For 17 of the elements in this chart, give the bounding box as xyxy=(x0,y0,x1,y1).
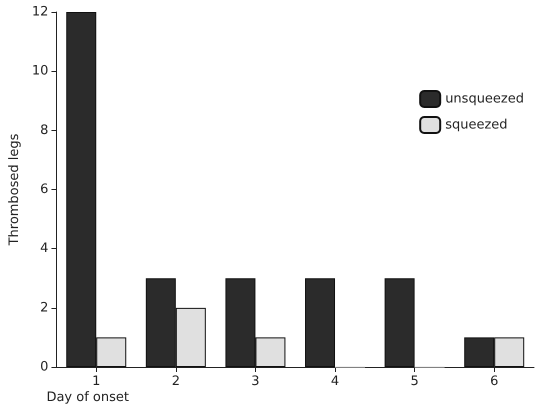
x-tick-label: 3 xyxy=(251,374,260,389)
x-tick-label: 6 xyxy=(490,374,498,389)
y-axis-title: Thrombosed legs xyxy=(7,133,22,246)
y-tick-label: 8 xyxy=(40,122,48,138)
x-tick-label: 1 xyxy=(92,374,100,389)
x-tick-label: 5 xyxy=(410,374,419,389)
y-tick-label: 10 xyxy=(32,64,48,79)
y-tick-label: 0 xyxy=(40,360,48,374)
y-tick-label: 12 xyxy=(32,4,48,20)
legend-label: squeezed xyxy=(445,118,508,132)
y-tick-label: 6 xyxy=(40,182,48,197)
x-tick-label: 4 xyxy=(330,374,340,389)
x-tick-label: 2 xyxy=(172,374,180,389)
x-axis-title: Day of onset xyxy=(46,390,129,405)
y-tick-label: 4 xyxy=(40,241,48,256)
legend-label: unsqueezed xyxy=(445,92,524,106)
y-tick-label: 2 xyxy=(40,300,48,316)
